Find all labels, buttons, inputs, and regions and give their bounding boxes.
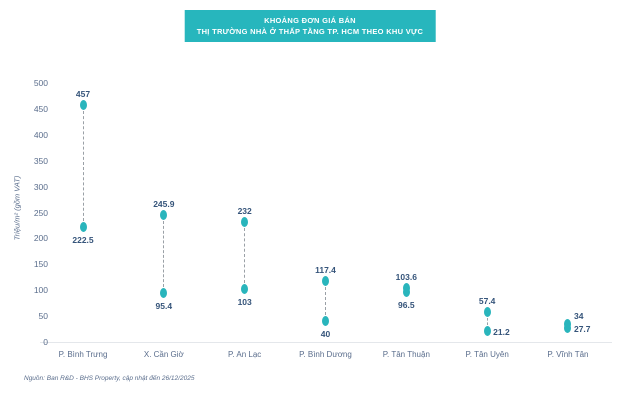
min-value-label: 40 <box>320 329 331 340</box>
x-axis-label: P. Bình Dương <box>299 350 352 359</box>
source-note: Nguồn: Ban R&D - BHS Property, cập nhật … <box>24 375 195 382</box>
min-value-label: 21.2 <box>493 327 510 338</box>
min-value-label: 95.4 <box>155 300 173 311</box>
min-value-label: 96.5 <box>398 300 415 310</box>
min-value-dot <box>483 326 491 337</box>
min-value-dot <box>321 316 329 327</box>
y-tick-label: 350 <box>33 155 48 166</box>
max-value-dot <box>160 209 168 220</box>
y-tick-label: 150 <box>33 259 48 270</box>
y-tick-label: 300 <box>33 181 48 192</box>
y-tick-label: 450 <box>33 103 48 114</box>
chart-title-line2: THỊ TRƯỜNG NHÀ Ở THẤP TẦNG TP. HCM THEO … <box>196 27 424 36</box>
max-value-dot <box>79 100 87 111</box>
min-value-label: 27.7 <box>573 323 591 334</box>
x-axis-label: P. An Lạc <box>228 350 262 359</box>
min-value-dot <box>241 283 249 294</box>
min-value-dot <box>402 287 410 297</box>
max-value-label: 57.4 <box>478 296 496 307</box>
min-value-dot <box>564 322 572 333</box>
x-axis-label: P. Tân Thuận <box>382 350 430 359</box>
y-tick-label: 250 <box>33 207 48 218</box>
range-connector-line <box>82 111 84 221</box>
y-tick-label: 0 <box>43 337 48 347</box>
chart-title: KHOẢNG ĐƠN GIÁ BÁN THỊ TRƯỜNG NHÀ Ở THẤP… <box>184 10 436 42</box>
x-axis-label: P. Vĩnh Tân <box>547 350 589 359</box>
range-connector-line <box>324 287 326 316</box>
y-tick-label: 400 <box>33 129 48 140</box>
chart-title-line1: KHOẢNG ĐƠN GIÁ BÁN <box>264 16 356 25</box>
max-value-dot <box>241 216 249 227</box>
range-connector-line <box>163 220 165 287</box>
max-value-label: 34 <box>573 311 584 322</box>
y-tick-label: 500 <box>33 78 48 88</box>
max-value-dot <box>321 276 329 287</box>
max-value-label: 232 <box>237 205 252 216</box>
min-value-label: 222.5 <box>72 234 94 245</box>
max-value-label: 117.4 <box>315 265 336 276</box>
max-value-label: 103.6 <box>395 272 417 283</box>
y-tick-label: 100 <box>33 285 48 296</box>
max-value-label: 245.9 <box>153 198 175 209</box>
x-axis-label: P. Tân Uyên <box>465 350 509 359</box>
range-connector-line <box>244 227 246 283</box>
x-axis-label: X. Cần Giờ <box>143 350 184 359</box>
y-tick-label: 50 <box>38 311 48 322</box>
x-axis-line <box>40 342 612 343</box>
max-value-dot <box>483 307 491 318</box>
x-axis-label: P. Bình Trưng <box>58 350 108 359</box>
min-value-dot <box>160 287 168 298</box>
y-tick-label: 200 <box>33 233 48 244</box>
min-value-dot <box>79 221 87 232</box>
max-value-label: 457 <box>75 89 91 100</box>
min-value-label: 103 <box>237 296 252 307</box>
range-connector-line <box>486 318 488 326</box>
